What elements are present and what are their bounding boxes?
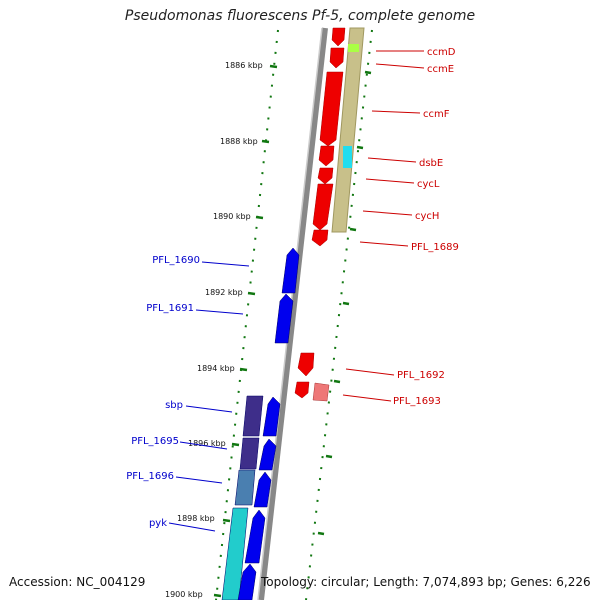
gene-ccmF[interactable]: [319, 71, 344, 147]
label-dsbE[interactable]: dsbE: [419, 158, 443, 169]
label-PFL_1695[interactable]: PFL_1695: [131, 436, 179, 447]
inner-tick-6: [325, 454, 333, 459]
label-PFL_1693[interactable]: PFL_1693: [393, 396, 441, 407]
kbp-labels: 1886 kbp 1888 kbp 1890 kbp 1892 kbp 1894…: [165, 61, 263, 599]
gene-PFL_1696-block[interactable]: [234, 469, 256, 506]
leader-dsbE: [367, 157, 417, 163]
gene-PFL_1691[interactable]: [274, 293, 294, 344]
kbp-label: 1894 kbp: [197, 364, 235, 373]
tick-1900: [213, 593, 222, 598]
inner-tick-7: [317, 531, 325, 536]
label-PFL_1696[interactable]: PFL_1696: [126, 471, 174, 482]
operon-band: [331, 27, 365, 233]
label-ccmE[interactable]: ccmE: [427, 64, 454, 75]
genome-backbone: [258, 27, 328, 600]
outer-dotted-track: [215, 29, 279, 600]
label-PFL_1692[interactable]: PFL_1692: [397, 370, 445, 381]
tick-1886: [269, 64, 278, 69]
kbp-label: 1890 kbp: [213, 212, 251, 221]
kbp-label: 1892 kbp: [205, 288, 243, 297]
inner-tick-1: [364, 70, 372, 75]
topology-text: Topology: circular; Length: 7,074,893 bp…: [261, 575, 591, 589]
leader-PFL_1691: [195, 309, 244, 315]
reverse-label-leaders: [342, 50, 425, 402]
kbp-label: 1896 kbp: [188, 439, 226, 448]
gene-PFL_1696-arrow: [253, 471, 272, 508]
inner-tick-4: [342, 301, 350, 306]
leader-PFL_1690: [201, 261, 250, 267]
gene-cycH[interactable]: [312, 183, 334, 231]
label-PFL_1689[interactable]: PFL_1689: [411, 242, 459, 253]
kbp-label: 1886 kbp: [225, 61, 263, 70]
tick-1890: [255, 215, 264, 220]
gene-sbp-block[interactable]: [242, 395, 264, 437]
leader-cycL: [365, 178, 415, 184]
leader-ccmE: [375, 63, 425, 69]
accession-text: Accession: NC_004129: [9, 575, 146, 589]
tick-1894: [239, 367, 248, 372]
tick-1888: [261, 139, 270, 144]
tick-1892: [247, 291, 256, 296]
reverse-gene-blocks: [294, 27, 346, 402]
kbp-ticks: [213, 64, 372, 598]
leader-PFL_1692: [345, 368, 395, 376]
gene-pyk-arrow: [244, 509, 266, 564]
forward-gene-labels: PFL_1690 PFL_1691 sbp PFL_1695 PFL_1696 …: [126, 255, 200, 529]
kbp-label: 1898 kbp: [177, 514, 215, 523]
leader-pyk: [168, 522, 216, 532]
reverse-gene-labels: ccmD ccmE ccmF dsbE cycL cycH PFL_1689 P…: [393, 47, 459, 407]
label-ccmD[interactable]: ccmD: [427, 47, 456, 58]
gene-sbp-arrow: [262, 396, 281, 437]
forward-label-leaders: [168, 261, 250, 532]
inner-tick-2: [356, 145, 364, 150]
leader-ccmF: [371, 110, 421, 114]
gene-PFL_1695-arrow: [258, 438, 277, 471]
leader-PFL_1689: [359, 241, 409, 247]
gene-PFL_1693-partial: [312, 382, 330, 402]
label-sbp[interactable]: sbp: [165, 400, 183, 411]
inner-tick-5: [333, 379, 341, 384]
label-PFL_1690[interactable]: PFL_1690: [152, 255, 200, 266]
leader-PFL_1695: [179, 441, 228, 450]
leader-cycH: [362, 210, 413, 216]
gene-cycL[interactable]: [317, 167, 334, 185]
inner-dotted-track: [305, 29, 373, 600]
gene-dsbE[interactable]: [318, 145, 335, 167]
kbp-label: 1888 kbp: [220, 137, 258, 146]
inner-tick-3: [349, 227, 357, 232]
highlight-cyan: [343, 146, 352, 168]
gene-PFL_1695-block[interactable]: [239, 437, 260, 470]
highlight-green: [348, 44, 359, 52]
leader-PFL_1693: [342, 394, 392, 402]
label-pyk[interactable]: pyk: [149, 518, 167, 529]
label-cycL[interactable]: cycL: [417, 179, 440, 190]
gene-next-arrow: [237, 563, 257, 600]
tick-1896: [231, 442, 240, 447]
label-cycH[interactable]: cycH: [415, 211, 439, 222]
gene-PFL_1689[interactable]: [311, 229, 329, 247]
label-ccmF[interactable]: ccmF: [423, 109, 450, 120]
gene-pyk-block[interactable]: [221, 507, 249, 600]
gene-PFL_1693[interactable]: [294, 381, 310, 399]
leader-sbp: [185, 405, 233, 413]
leader-PFL_1696: [175, 476, 223, 484]
label-PFL_1691[interactable]: PFL_1691: [146, 303, 194, 314]
kbp-label: 1900 kbp: [165, 590, 203, 599]
gene-PFL_1692[interactable]: [297, 352, 315, 377]
map-title: Pseudomonas fluorescens Pf-5, complete g…: [124, 8, 476, 24]
gene-PFL_1690[interactable]: [281, 247, 300, 294]
forward-gene-blocks: [221, 247, 300, 600]
tick-1898: [222, 518, 231, 523]
gene-ccmD[interactable]: [331, 27, 346, 47]
gene-ccmE[interactable]: [329, 47, 345, 69]
